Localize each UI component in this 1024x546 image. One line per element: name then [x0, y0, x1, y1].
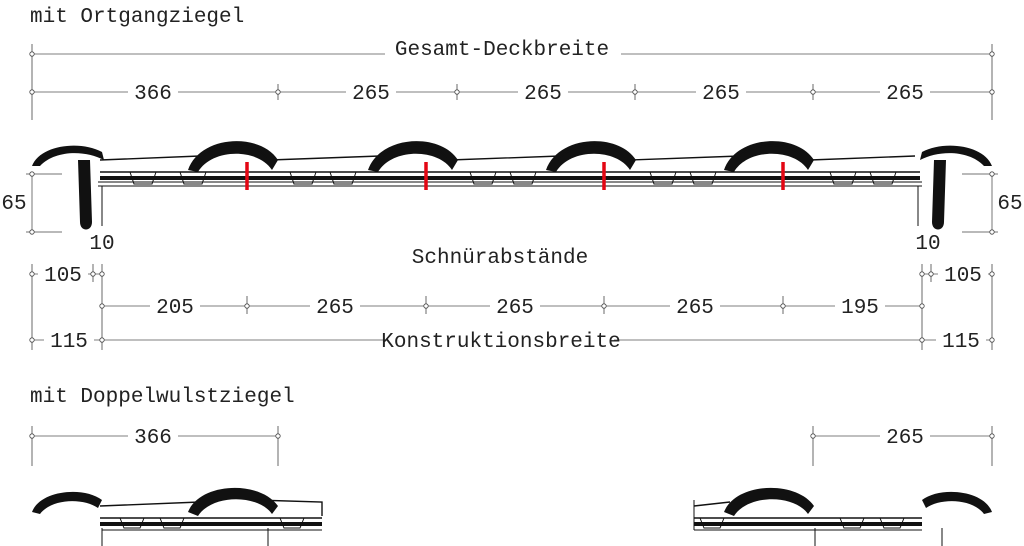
side-height-left: 65	[1, 193, 26, 216]
construction-right: 115	[942, 331, 980, 354]
tile-row-doppelwulst-left	[32, 487, 323, 546]
side-height-dimensions: 65 65	[0, 171, 1024, 235]
tile-row-doppelwulst-right	[693, 487, 992, 546]
construction-width-label: Konstruktionsbreite	[381, 331, 620, 354]
doppelwulst-left-width: 366	[134, 427, 172, 450]
doppelwulst-left-dimension: 366	[29, 425, 281, 466]
heading-doppelwulst: mit Doppelwulstziegel	[30, 386, 295, 409]
offset-right: 10	[915, 233, 940, 256]
batten-spacing-1: 205	[156, 297, 194, 320]
cover-width-1: 366	[134, 83, 172, 106]
batten-spacing-dimension: 205 265 265 265 195	[99, 295, 925, 320]
cover-width-2: 265	[352, 83, 390, 106]
cover-width-5: 265	[886, 83, 924, 106]
doppelwulst-right-dimension: 265	[810, 425, 995, 466]
construction-left: 115	[50, 331, 88, 354]
batten-spacing-5: 195	[841, 297, 879, 320]
heading-ortgang: mit Ortgangziegel	[30, 6, 244, 29]
side-height-right: 65	[997, 193, 1022, 216]
cover-width-4: 265	[702, 83, 740, 106]
tile-row-ortgang	[32, 141, 992, 230]
offset-left: 10	[89, 233, 114, 256]
overall-width-dimension: Gesamt-Deckbreite	[29, 38, 995, 120]
edge-left: 105	[44, 265, 82, 288]
cover-width-dimension: 366 265 265 265 265	[29, 80, 995, 106]
batten-spacing-3: 265	[496, 297, 534, 320]
edge-right: 105	[944, 265, 982, 288]
batten-spacing-heading: Schnürabstände	[412, 247, 588, 270]
batten-spacing-4: 265	[676, 297, 714, 320]
cover-width-3: 265	[524, 83, 562, 106]
batten-spacing-2: 265	[316, 297, 354, 320]
doppelwulst-right-width: 265	[886, 427, 924, 450]
overall-width-label: Gesamt-Deckbreite	[395, 39, 609, 62]
construction-width-dimension: 115 Konstruktionsbreite 115	[29, 329, 995, 354]
